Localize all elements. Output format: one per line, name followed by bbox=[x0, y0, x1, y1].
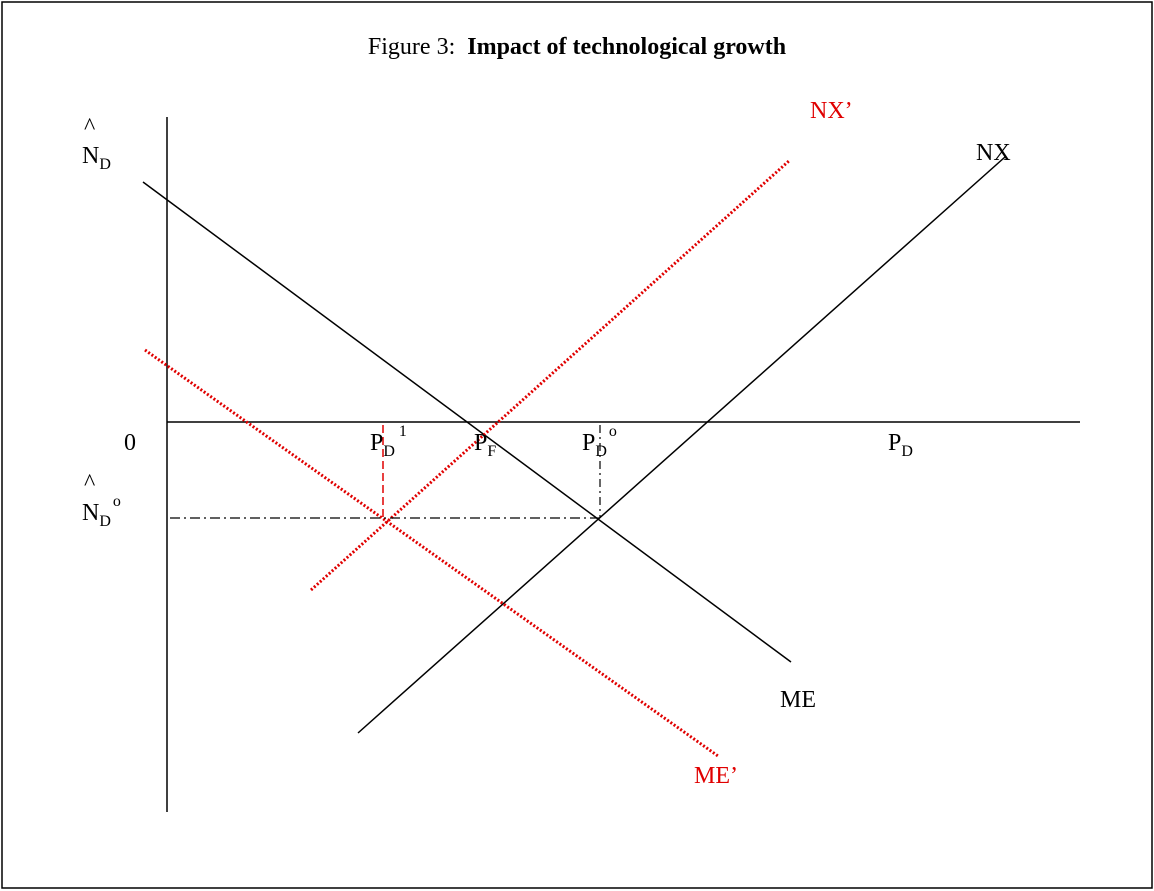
me-new-label: ME’ bbox=[694, 763, 738, 789]
label-sub: D bbox=[595, 443, 607, 460]
label-main: P bbox=[582, 430, 595, 456]
nd0-hat: ^ bbox=[84, 470, 95, 496]
me-label: ME bbox=[780, 687, 816, 713]
title-text: Impact of technological growth bbox=[467, 34, 786, 60]
label-main: P bbox=[888, 430, 901, 456]
y-label: ND bbox=[82, 143, 111, 173]
nx-line bbox=[357, 156, 1006, 734]
label-sub: D bbox=[383, 443, 395, 460]
label-sub: D bbox=[99, 513, 111, 530]
nd0-label: NDo bbox=[82, 493, 121, 530]
label-sub: D bbox=[901, 443, 913, 460]
nx-new-label: NX’ bbox=[810, 98, 853, 124]
label-sub: D bbox=[99, 156, 111, 173]
label-main: N bbox=[82, 143, 99, 169]
me-new-line bbox=[144, 348, 719, 758]
label-sup: o bbox=[113, 493, 121, 510]
label-main: P bbox=[370, 430, 383, 456]
label-main: N bbox=[82, 500, 99, 526]
figure-title: Figure 3: Impact of technological growth bbox=[368, 34, 786, 60]
nx-new-line bbox=[309, 158, 792, 592]
me-line bbox=[142, 181, 792, 663]
pd0-label: PDo bbox=[582, 423, 617, 460]
nx-label: NX bbox=[976, 140, 1011, 166]
y-label-hat: ^ bbox=[84, 114, 95, 140]
x-label: PD bbox=[888, 430, 913, 460]
pf-label: PF bbox=[474, 430, 496, 460]
label-sup: 1 bbox=[399, 423, 407, 440]
title-prefix: Figure 3: bbox=[368, 34, 455, 60]
origin-label: 0 bbox=[124, 430, 136, 456]
label-main: P bbox=[474, 430, 487, 456]
label-sub: F bbox=[487, 443, 496, 460]
label-sup: o bbox=[609, 423, 617, 440]
pd1-label: PD1 bbox=[370, 423, 407, 460]
